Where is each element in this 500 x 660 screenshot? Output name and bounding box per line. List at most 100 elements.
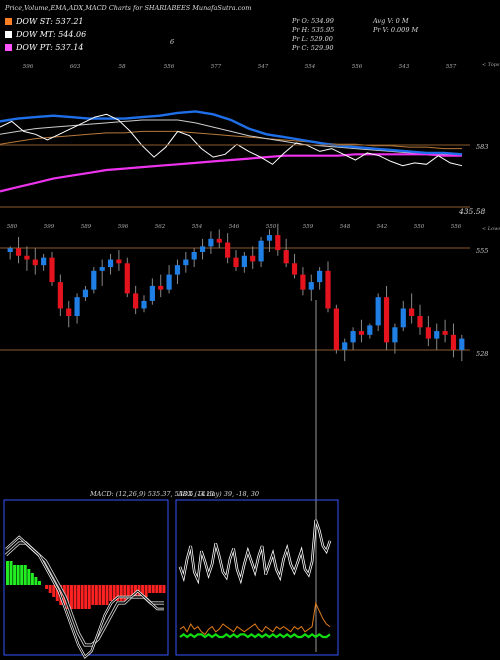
candle-body xyxy=(250,255,256,262)
candle-body xyxy=(107,259,114,268)
low-label: 589 xyxy=(81,224,92,230)
macd-hist-bar xyxy=(91,585,95,605)
candle-body xyxy=(392,327,398,343)
low-label: 542 xyxy=(377,224,388,230)
candle-body xyxy=(300,274,306,290)
macd-hist-bar xyxy=(70,585,73,609)
candle-body xyxy=(283,250,289,264)
macd-hist-bar xyxy=(6,561,9,585)
candle-body xyxy=(149,285,155,301)
lows-axis-label: < Lows xyxy=(482,226,500,232)
macd-hist-bar xyxy=(141,585,145,597)
ema-magenta-line xyxy=(0,153,462,193)
macd-hist-bar xyxy=(87,585,91,609)
candle-body xyxy=(191,252,197,260)
candle-body xyxy=(49,257,55,283)
ema-fast-line xyxy=(0,110,463,156)
candle-body xyxy=(325,270,331,309)
low-label: 562 xyxy=(155,224,166,230)
macd-line-inner xyxy=(5,536,164,658)
candle-body xyxy=(133,293,139,309)
top-label: 547 xyxy=(258,64,269,70)
stat-avg-v: Avg V: 0 M xyxy=(373,17,409,25)
legend-dow-pt: DOW PT: 537.14 xyxy=(5,43,83,52)
candle-body xyxy=(82,289,89,298)
macd-hist-bar xyxy=(162,585,166,593)
legend-label-st: DOW ST: 537.21 xyxy=(16,17,84,26)
top-label: 596 xyxy=(23,64,34,70)
chart-title: Price,Volume,EMA,ADX,MACD Charts for SHA… xyxy=(5,4,252,12)
macd-hist-bar xyxy=(55,585,59,601)
top-label: 543 xyxy=(399,64,410,70)
candle-body xyxy=(183,259,189,266)
candle-body xyxy=(24,255,30,260)
candle-body xyxy=(141,300,147,309)
macd-hist-bar xyxy=(134,585,137,597)
top-axis-label: < Tops xyxy=(482,62,500,68)
candle-body xyxy=(425,327,431,339)
low-label: 550 xyxy=(266,224,277,230)
top-label: 58 xyxy=(119,64,126,70)
candle-body xyxy=(124,263,130,294)
macd-hist-bar xyxy=(158,585,162,593)
candle-body xyxy=(199,246,206,252)
candle-body xyxy=(99,267,105,271)
candle-body xyxy=(32,259,38,266)
legend-swatch-pt xyxy=(5,44,12,51)
candle-body xyxy=(57,282,63,309)
candle-body xyxy=(317,270,323,283)
candle-body xyxy=(15,248,22,256)
low-label: 554 xyxy=(192,224,203,230)
candle-body xyxy=(266,235,273,241)
legend-label-pt: DOW PT: 537.14 xyxy=(16,43,84,52)
top-label: 557 xyxy=(446,64,457,70)
adx-panel xyxy=(175,499,339,656)
legend-label-mt: DOW MT: 544.06 xyxy=(16,30,87,39)
legend-swatch-st xyxy=(5,18,12,25)
candle-body xyxy=(241,255,247,268)
macd-hist-bar xyxy=(84,585,88,609)
macd-hist-bar xyxy=(98,585,102,605)
candle-body xyxy=(41,257,47,266)
macd-hist-bar xyxy=(77,585,81,609)
macd-hist-bar xyxy=(80,585,84,609)
candle-body xyxy=(400,308,406,328)
candle-body xyxy=(216,238,222,243)
macd-hist-bar xyxy=(20,565,24,585)
macd-hist-bar xyxy=(34,577,38,585)
level-label-435: 435.58 xyxy=(458,207,485,216)
adx-line-inner xyxy=(179,519,331,582)
macd-hist-bar xyxy=(102,585,105,605)
macd-hist-bar xyxy=(123,585,127,601)
macd-hist-bar xyxy=(27,569,31,585)
candle-body xyxy=(383,297,390,343)
low-label: 556 xyxy=(451,224,462,230)
macd-hist-bar xyxy=(94,585,98,605)
stat-pr-o: Pr O: 534.99 xyxy=(292,17,334,25)
macd-label: MACD: (12,26,9) 535.37, 538.5, -3.13 xyxy=(89,490,214,498)
legend-dow-st: DOW ST: 537.21 xyxy=(5,17,84,26)
candle-body xyxy=(291,263,298,275)
macd-hist-bar xyxy=(112,585,116,601)
level-label-528: 528 xyxy=(476,350,488,358)
candle-body xyxy=(350,331,356,343)
candle-body xyxy=(258,240,264,262)
macd-hist-bar xyxy=(151,585,155,593)
macd-hist-bar xyxy=(66,585,70,609)
candle-body xyxy=(342,342,348,350)
candle-body xyxy=(91,270,97,290)
low-label: 596 xyxy=(118,224,129,230)
low-label: 559 xyxy=(303,224,314,230)
candle-body xyxy=(450,334,457,350)
macd-hist-bar xyxy=(130,585,134,597)
di-plus-line xyxy=(179,633,331,639)
candle-body xyxy=(166,274,172,290)
candle-body xyxy=(434,331,440,339)
low-label: 548 xyxy=(340,224,351,230)
candle-body xyxy=(275,235,281,251)
candle-body xyxy=(233,257,239,268)
macd-hist-bar xyxy=(13,565,17,585)
low-label: 546 xyxy=(229,224,240,230)
macd-hist-bar xyxy=(38,581,41,585)
